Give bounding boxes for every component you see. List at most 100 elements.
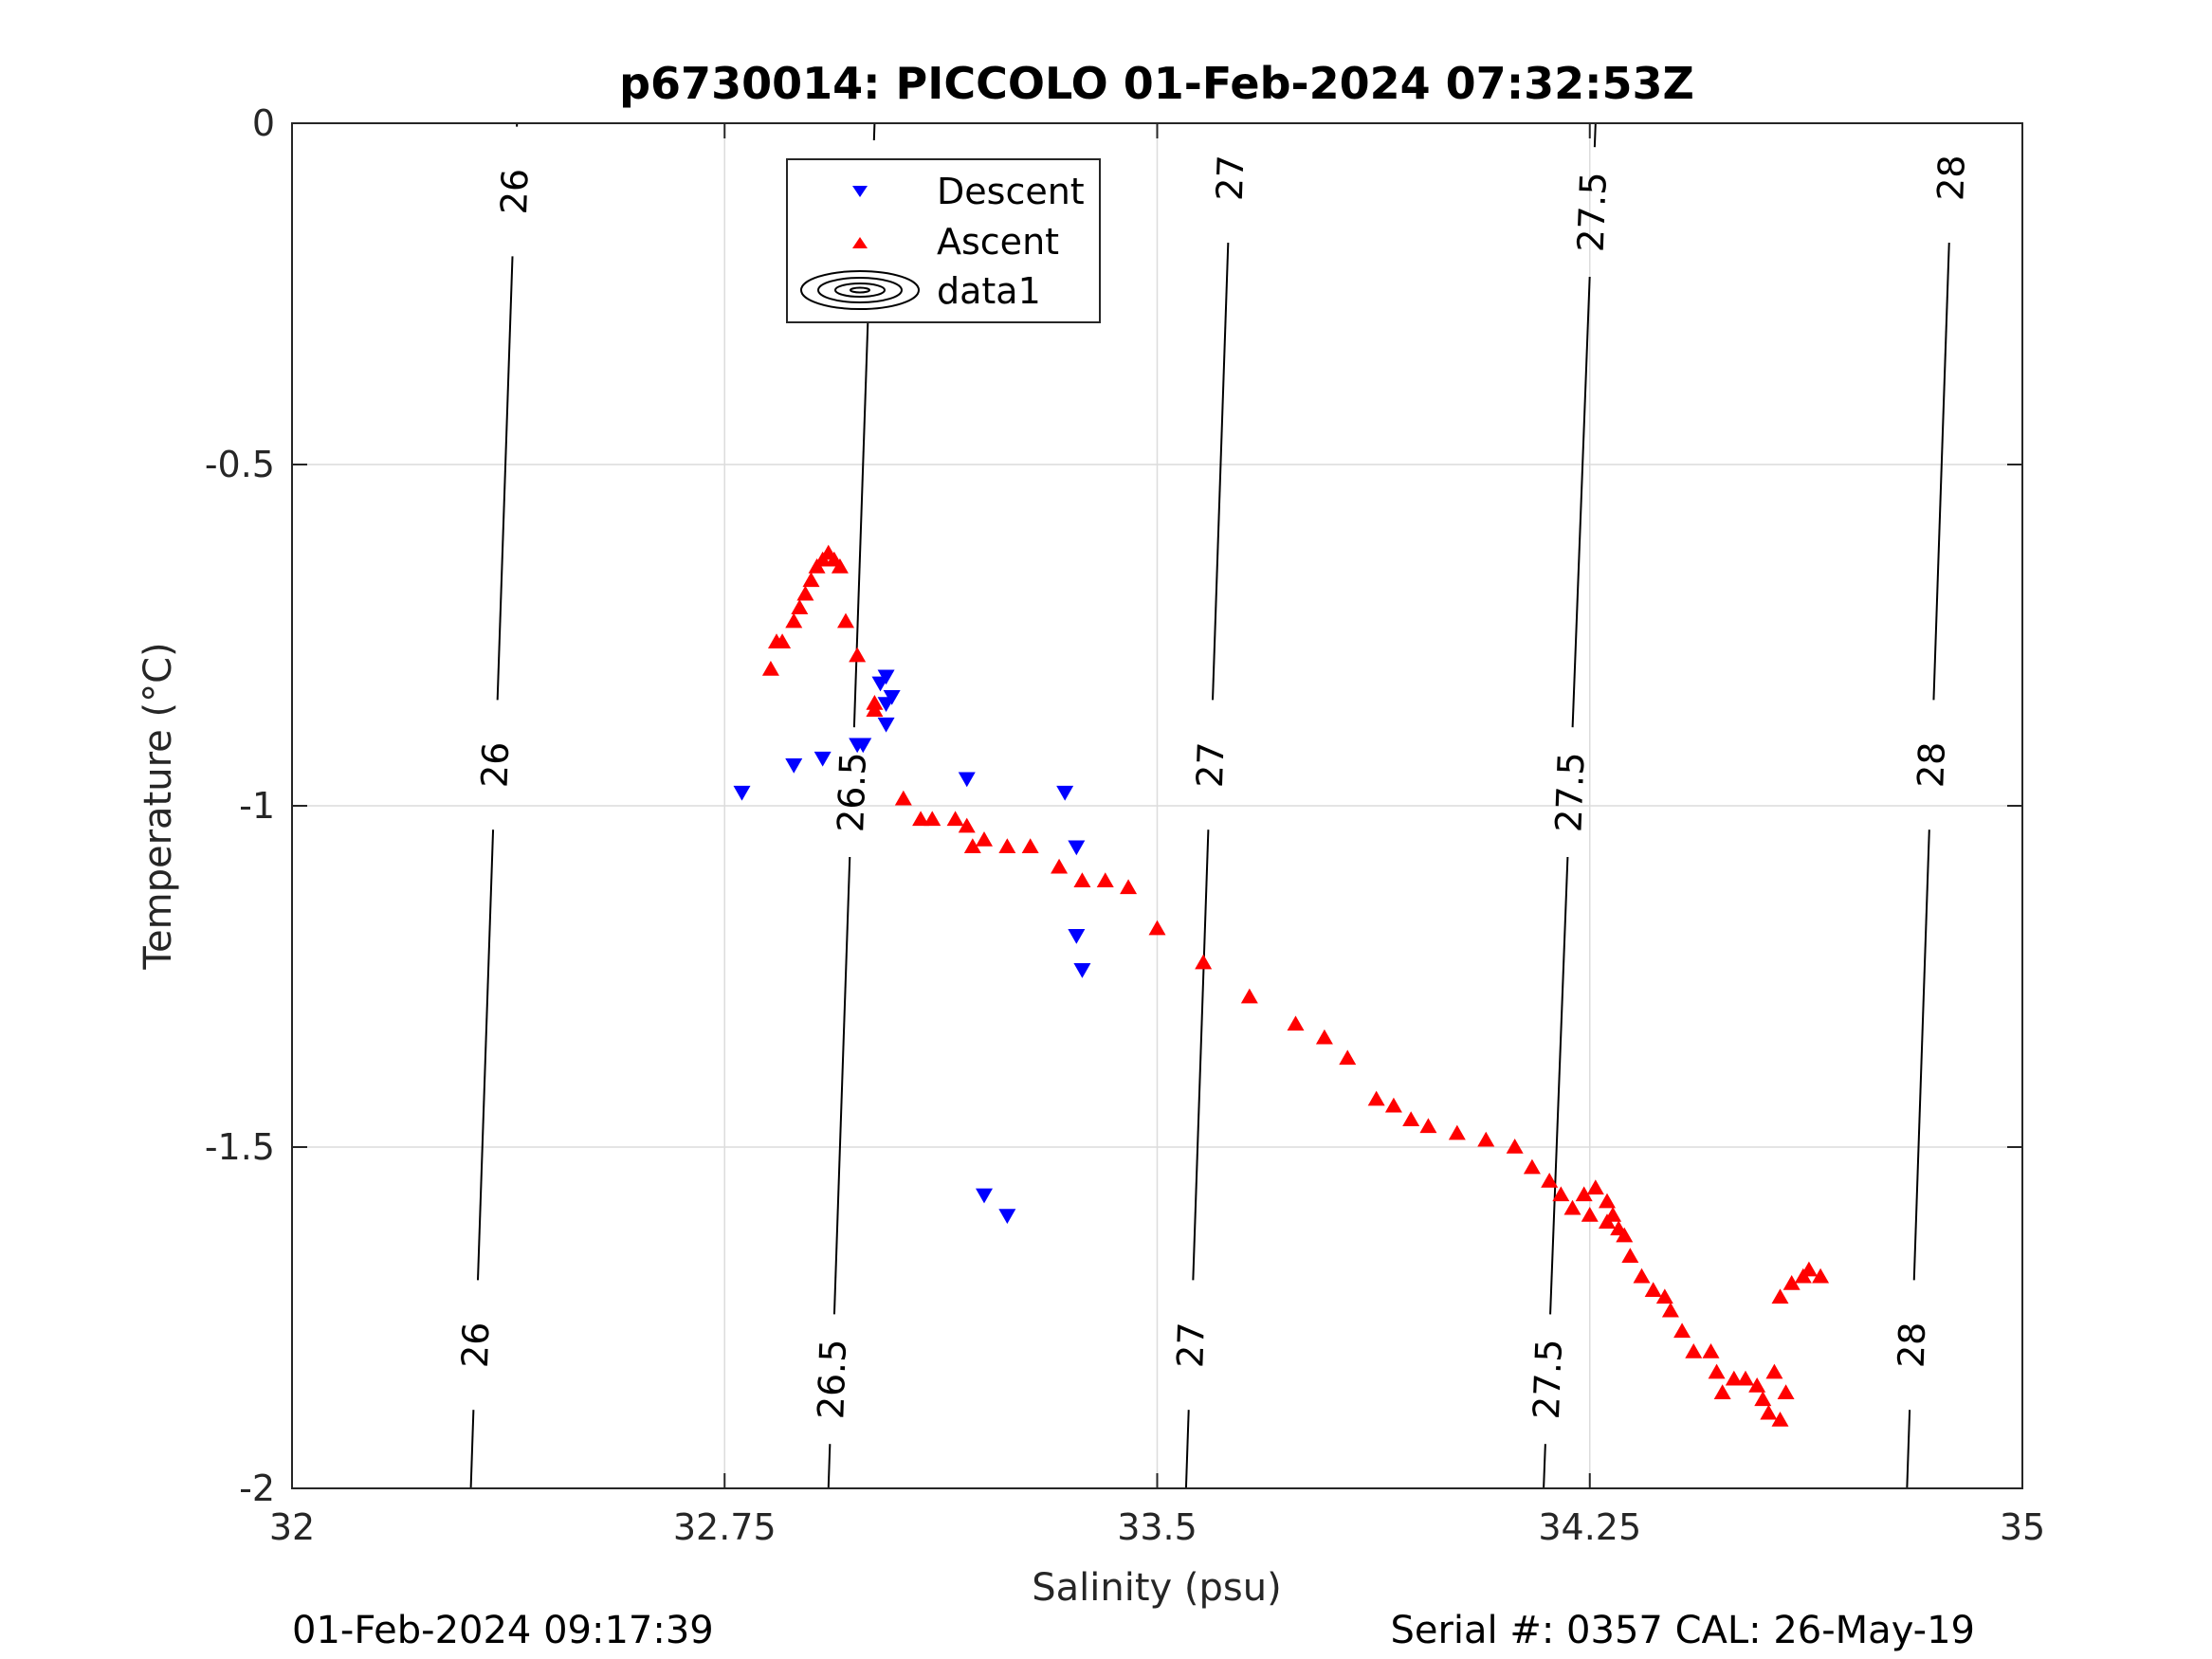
isopycnal-label: 26 bbox=[454, 1322, 498, 1369]
ascent-point bbox=[1581, 1207, 1599, 1222]
ascent-point bbox=[1541, 1173, 1559, 1188]
isopycnal-line bbox=[1192, 830, 1210, 1281]
y-tick-label: -1 bbox=[239, 785, 275, 827]
data-points bbox=[733, 544, 1830, 1427]
isopycnal-label: 27 bbox=[1209, 155, 1252, 202]
footer-timestamp: 01-Feb-2024 09:17:39 bbox=[292, 1609, 714, 1652]
ascent-point bbox=[1621, 1248, 1639, 1263]
ascent-point bbox=[1315, 1029, 1333, 1045]
ascent-point bbox=[1523, 1158, 1541, 1175]
ascent-point bbox=[802, 572, 820, 588]
ascent-point bbox=[1402, 1111, 1420, 1126]
ascent-point bbox=[1708, 1363, 1726, 1379]
ascent-point bbox=[1713, 1384, 1731, 1399]
ascent-point bbox=[1661, 1302, 1679, 1318]
isopycnal-line bbox=[1212, 242, 1230, 701]
y-tick-label: -2 bbox=[239, 1468, 275, 1509]
legend-box bbox=[786, 158, 1101, 323]
isopycnal-label: 28 bbox=[1910, 741, 1953, 789]
ascent-point bbox=[1448, 1124, 1466, 1140]
ascent-point bbox=[1771, 1412, 1789, 1427]
isopycnal-line bbox=[1571, 276, 1591, 728]
descent-point bbox=[814, 751, 832, 767]
tick-labels: 32 32.75 33.5 34.25 35 0 -0.5 -1 -1.5 -2 bbox=[205, 102, 2045, 1548]
ascent-point bbox=[912, 811, 930, 827]
legend-ascent-marker bbox=[852, 237, 868, 248]
x-tick-label: 34.25 bbox=[1538, 1506, 1641, 1548]
ascent-point bbox=[1195, 954, 1213, 970]
isopycnal-label: 27 bbox=[1189, 741, 1233, 789]
ascent-point bbox=[1506, 1139, 1524, 1154]
ascent-point bbox=[1073, 872, 1091, 887]
ascent-point bbox=[1633, 1267, 1651, 1284]
ascent-point bbox=[1685, 1343, 1703, 1358]
ascent-point bbox=[923, 811, 941, 827]
descent-point bbox=[877, 717, 895, 733]
descent-point bbox=[1056, 785, 1074, 801]
isopycnal-line bbox=[1184, 1410, 1190, 1489]
ascent-point bbox=[785, 612, 803, 629]
ascent-point bbox=[1812, 1267, 1830, 1284]
ascent-point bbox=[1604, 1207, 1622, 1222]
isopycnal-label: 28 bbox=[1929, 155, 1973, 202]
ascent-point bbox=[958, 817, 976, 833]
ascent-point bbox=[1287, 1015, 1305, 1031]
isopycnal-line bbox=[1932, 242, 1950, 701]
isopycnal-line bbox=[827, 1444, 832, 1489]
ascent-point bbox=[1051, 858, 1069, 874]
x-tick-label: 32 bbox=[269, 1506, 315, 1548]
ascent-point bbox=[1367, 1090, 1385, 1106]
ascent-point bbox=[1120, 879, 1138, 895]
ascent-point bbox=[1339, 1049, 1357, 1066]
ascent-point bbox=[1384, 1097, 1402, 1113]
legend-descent-marker bbox=[852, 186, 868, 197]
ascent-point bbox=[791, 599, 809, 614]
ascent-point bbox=[1725, 1370, 1743, 1386]
ascent-point bbox=[1771, 1288, 1789, 1304]
ascent-point bbox=[1419, 1118, 1437, 1134]
ascent-point bbox=[1563, 1199, 1581, 1215]
legend-data1-label: data1 bbox=[937, 270, 1041, 312]
ascent-point bbox=[1021, 838, 1039, 853]
ascent-point bbox=[1655, 1288, 1673, 1304]
descent-point bbox=[1073, 963, 1091, 978]
descent-point bbox=[854, 738, 872, 754]
ascent-point bbox=[998, 838, 1016, 853]
ascent-point bbox=[1765, 1363, 1783, 1379]
descent-point bbox=[877, 697, 895, 712]
ascent-point bbox=[1748, 1377, 1766, 1393]
ascent-point bbox=[831, 558, 849, 574]
isopycnal-line bbox=[1593, 122, 1597, 148]
ticks bbox=[291, 122, 2023, 1489]
isopycnal-line bbox=[477, 830, 495, 1281]
isopycnal-label: 26.5 bbox=[810, 1339, 854, 1420]
chart-title: p6730014: PICCOLO 01-Feb-2024 07:32:53Z bbox=[619, 58, 1694, 109]
x-tick-label: 35 bbox=[2000, 1506, 2045, 1548]
descent-point bbox=[871, 676, 889, 692]
ascent-point bbox=[1737, 1370, 1754, 1386]
descent-point bbox=[1068, 929, 1086, 944]
isopycnal-label: 27.5 bbox=[1547, 751, 1592, 832]
ascent-point bbox=[849, 647, 867, 663]
descent-point bbox=[976, 1188, 993, 1204]
ascent-point bbox=[774, 633, 792, 648]
ascent-point bbox=[976, 831, 993, 847]
grid bbox=[292, 123, 2022, 1488]
ascent-point bbox=[1096, 872, 1114, 887]
isopycnal-line bbox=[1912, 830, 1930, 1281]
legend-ascent-label: Ascent bbox=[937, 221, 1059, 263]
ascent-point bbox=[946, 811, 964, 827]
ascent-point bbox=[837, 612, 854, 629]
legend-descent-label: Descent bbox=[937, 171, 1085, 212]
y-axis-label: Temperature (°C) bbox=[137, 642, 180, 970]
descent-point bbox=[733, 785, 751, 801]
isopycnal-label: 26.5 bbox=[830, 752, 874, 833]
isopycnal-label: 27.5 bbox=[1526, 1339, 1570, 1420]
ascent-point bbox=[1702, 1343, 1720, 1358]
ascent-point bbox=[1777, 1384, 1795, 1399]
isopycnal-label: 27 bbox=[1169, 1322, 1213, 1369]
y-tick-label: -1.5 bbox=[205, 1126, 275, 1168]
isopycnal-line bbox=[1549, 856, 1569, 1315]
ascent-point bbox=[1477, 1131, 1495, 1147]
ascent-point bbox=[1800, 1261, 1818, 1277]
